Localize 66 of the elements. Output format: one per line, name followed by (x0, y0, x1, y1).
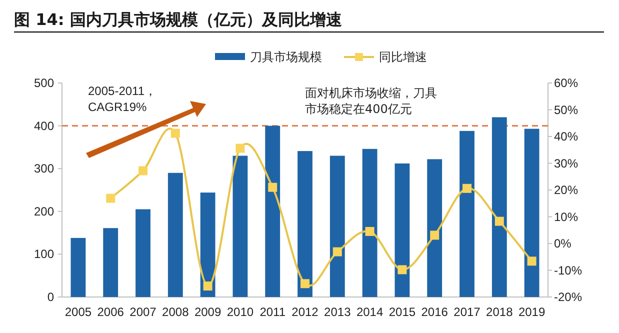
x-tick-label: 2006 (97, 305, 124, 319)
bar (330, 156, 345, 297)
x-tick-label: 2009 (194, 305, 222, 319)
bar (168, 172, 183, 297)
x-tick-label: 2013 (324, 305, 352, 319)
bar (394, 163, 410, 297)
point (365, 226, 374, 236)
point (106, 194, 116, 203)
point (268, 182, 278, 192)
x-tick-label: 2019 (518, 305, 546, 319)
legend-label: 同比增速 (379, 50, 427, 64)
bar (524, 128, 540, 297)
y2-tick-label: 20% (554, 183, 578, 197)
x-tick-label: 2010 (226, 305, 254, 319)
bar (362, 148, 378, 297)
bar (427, 159, 442, 297)
point (138, 166, 148, 176)
y-tick-label: 100 (34, 247, 54, 262)
x-tick-label: 2011 (260, 305, 286, 319)
y-tick-label: 300 (34, 162, 54, 176)
x-tick-label: 2017 (454, 305, 481, 319)
point (300, 279, 310, 288)
chart-title: 图 14: 国内刀具市场规模（亿元）及同比增速 (14, 10, 343, 29)
point (527, 256, 536, 266)
y2-tick-label: -20% (554, 290, 582, 304)
x-tick-label: 2018 (486, 305, 514, 319)
x-tick-label: 2014 (356, 305, 384, 319)
y-tick-label: 0 (47, 290, 54, 304)
y2-tick-label: 30% (554, 156, 578, 170)
bar (232, 156, 248, 297)
annotation: CAGR19% (88, 100, 148, 114)
x-tick-label: 2007 (130, 305, 157, 319)
x-tick-label: 2016 (421, 305, 448, 319)
bar (136, 209, 150, 297)
point (170, 128, 180, 138)
point (332, 247, 342, 256)
annotation: 2005-2011， (88, 84, 156, 98)
x-tick-label: 2005 (64, 305, 92, 319)
bar (492, 117, 507, 297)
y-tick-label: 200 (34, 204, 54, 218)
bar (298, 151, 312, 297)
y2-tick-label: -10% (554, 263, 582, 278)
point (430, 230, 440, 240)
bar (103, 228, 118, 297)
point (398, 265, 407, 274)
bar (70, 238, 86, 297)
bar (265, 126, 280, 297)
y-tick-label: 500 (34, 76, 54, 90)
bar (460, 130, 474, 297)
annotation: 市场稳定在400亿元 (305, 102, 412, 116)
annotation: 面对机床市场收缩，刀具 (305, 86, 437, 100)
point (236, 144, 245, 153)
x-tick-label: 2008 (162, 305, 190, 319)
y2-tick-label: 0% (554, 236, 572, 250)
point (203, 282, 212, 291)
x-tick-label: 2012 (292, 305, 319, 319)
point (494, 216, 504, 226)
y2-tick-label: 40% (554, 130, 578, 144)
y-tick-label: 400 (34, 118, 54, 133)
y2-tick-label: 10% (554, 210, 578, 224)
y2-tick-label: 50% (554, 102, 578, 117)
legend-label: 刀具市场规模 (250, 50, 322, 64)
bar (200, 192, 216, 297)
x-tick-label: 2015 (388, 305, 416, 319)
y2-tick-label: 60% (554, 76, 578, 90)
point (462, 184, 472, 193)
